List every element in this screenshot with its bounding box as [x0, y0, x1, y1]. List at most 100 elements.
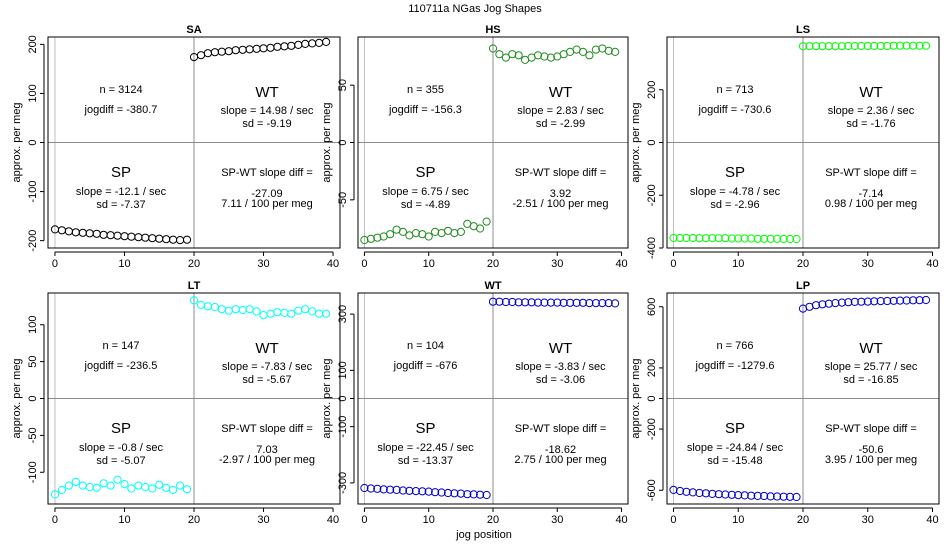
data-point: [909, 296, 918, 305]
data-point: [99, 479, 108, 488]
y-tick-label: 0: [337, 139, 349, 145]
x-tick-label: 10: [118, 258, 130, 270]
x-tick-label: 20: [487, 258, 499, 270]
y-tick-label: 100: [27, 84, 39, 102]
data-point: [182, 485, 192, 494]
data-point: [398, 227, 408, 236]
data-point: [850, 297, 859, 306]
data-point: [902, 296, 911, 305]
data-point: [113, 475, 122, 484]
data-point: [688, 233, 698, 243]
wt-slope: slope = 2.83 / sec: [517, 105, 604, 117]
plot-frame: [666, 36, 940, 249]
sp-slope: slope = -22.45 / sec: [377, 442, 474, 454]
diff-rate: -2.97 / 100 per meg: [219, 454, 315, 466]
stat-jogdiff: jogdiff = -676: [393, 360, 458, 372]
data-point: [373, 484, 382, 493]
diff-value: -18.62: [545, 444, 576, 456]
data-point: [360, 235, 369, 245]
data-point: [141, 482, 150, 492]
data-point: [450, 489, 459, 498]
y-tick-label: -400: [646, 237, 658, 259]
data-point: [431, 227, 440, 236]
data-point: [379, 485, 388, 494]
data-point: [876, 41, 885, 51]
data-point: [837, 42, 847, 51]
data-point: [760, 234, 769, 243]
data-point: [148, 484, 157, 493]
y-tick-label: -100: [27, 181, 39, 203]
data-point: [155, 234, 164, 243]
data-point: [876, 297, 885, 306]
data-point: [482, 217, 491, 226]
data-point: [585, 299, 594, 308]
data-point: [714, 490, 723, 499]
y-tick-label: -100: [337, 416, 349, 438]
data-point: [591, 299, 601, 308]
stat-n: n = 766: [716, 340, 753, 352]
data-point: [127, 484, 136, 493]
data-point: [857, 41, 866, 51]
data-point: [398, 486, 408, 495]
data-point: [921, 295, 931, 305]
y-tick-label: -600: [646, 479, 658, 501]
x-tick-label: 40: [926, 514, 938, 526]
data-point: [360, 483, 369, 493]
data-point: [870, 41, 879, 51]
data-point: [773, 234, 782, 243]
data-point: [695, 488, 704, 498]
data-point: [701, 234, 711, 243]
diff-rate: -2.51 / 100 per meg: [512, 198, 608, 210]
data-point: [798, 42, 808, 51]
data-point: [322, 309, 331, 318]
data-point: [753, 491, 762, 500]
data-point: [57, 485, 67, 495]
panel-title: LS: [796, 24, 810, 36]
y-tick-label: -300: [337, 472, 349, 494]
data-point: [495, 50, 504, 59]
x-tick-label: 20: [188, 258, 200, 270]
x-tick-label: 30: [257, 514, 269, 526]
data-point: [598, 299, 607, 308]
data-point: [915, 296, 924, 305]
data-point: [747, 491, 756, 500]
data-point: [572, 298, 581, 307]
data-point: [578, 298, 588, 307]
figure-title: 110711a NGas Jog Shapes: [408, 3, 542, 15]
data-point: [203, 49, 212, 58]
data-point: [411, 487, 420, 496]
stat-n: n = 3124: [99, 84, 142, 96]
data-point: [883, 41, 892, 51]
sp-sd: sd = -5.07: [96, 455, 145, 467]
data-point: [443, 488, 453, 498]
data-point: [850, 41, 859, 51]
x-tick-label: 20: [797, 258, 809, 270]
x-tick-label: 0: [670, 258, 676, 270]
data-point: [682, 233, 691, 243]
data-point: [611, 299, 620, 308]
stat-jogdiff: jogdiff = -380.7: [84, 104, 158, 116]
data-point: [476, 490, 485, 499]
data-point: [701, 489, 711, 498]
plot-frame: [47, 292, 341, 505]
wt-sd: sd = -16.85: [843, 374, 898, 386]
data-point: [127, 232, 136, 241]
data-point: [431, 488, 440, 497]
data-point: [231, 46, 240, 55]
data-point: [779, 234, 788, 244]
stat-n: n = 713: [716, 84, 753, 96]
sp-label: SP: [111, 420, 131, 437]
sp-label: SP: [415, 420, 435, 437]
data-point: [450, 229, 459, 238]
data-point: [669, 485, 678, 494]
data-point: [252, 307, 261, 316]
y-tick-label: 0: [27, 395, 39, 401]
data-point: [682, 487, 691, 496]
x-tick-label: 40: [615, 258, 627, 270]
data-point: [294, 40, 303, 50]
data-point: [527, 298, 536, 307]
stat-n: n = 147: [102, 340, 139, 352]
data-point: [106, 481, 115, 490]
y-axis-label: approx. per meg: [630, 102, 642, 182]
figure-xlabel: jog position: [455, 529, 512, 541]
